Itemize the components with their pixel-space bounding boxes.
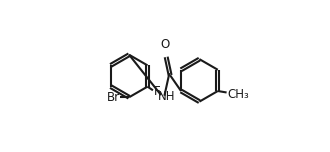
Text: O: O: [160, 38, 169, 51]
Text: CH₃: CH₃: [227, 88, 249, 101]
Text: F: F: [154, 85, 161, 98]
Text: Br: Br: [107, 91, 119, 104]
Text: NH: NH: [157, 90, 175, 103]
